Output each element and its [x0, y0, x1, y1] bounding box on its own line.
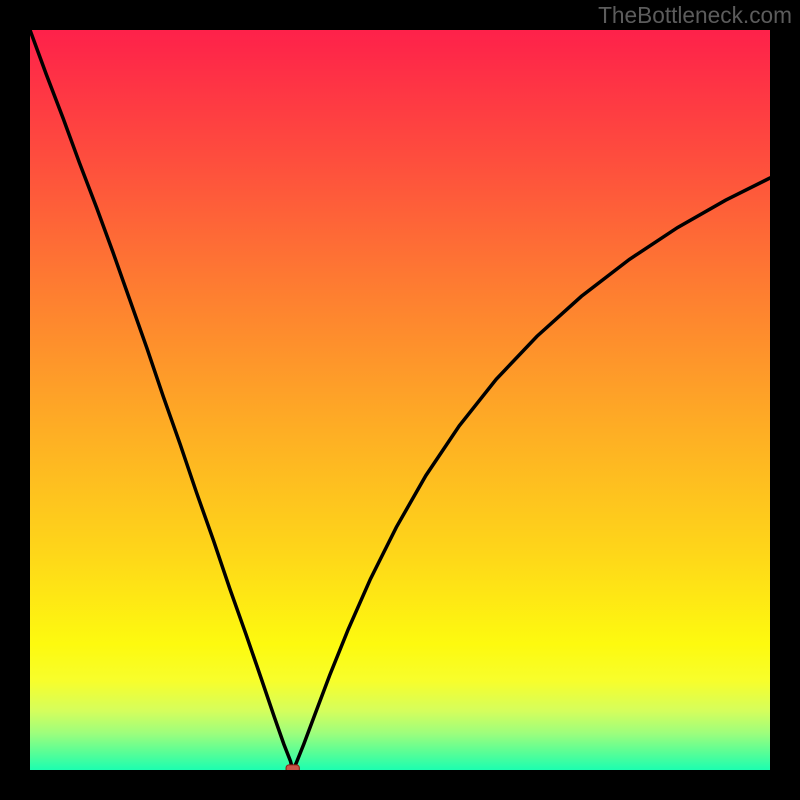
chart-plot-background	[30, 30, 770, 770]
watermark-label: TheBottleneck.com	[598, 2, 792, 29]
chart-container: TheBottleneck.com	[0, 0, 800, 800]
bottleneck-chart	[0, 0, 800, 800]
